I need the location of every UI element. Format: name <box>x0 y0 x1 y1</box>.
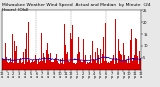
Text: Milwaukee Weather Wind Speed  Actual and Median  by Minute  (24 Hours) (Old): Milwaukee Weather Wind Speed Actual and … <box>2 3 150 12</box>
